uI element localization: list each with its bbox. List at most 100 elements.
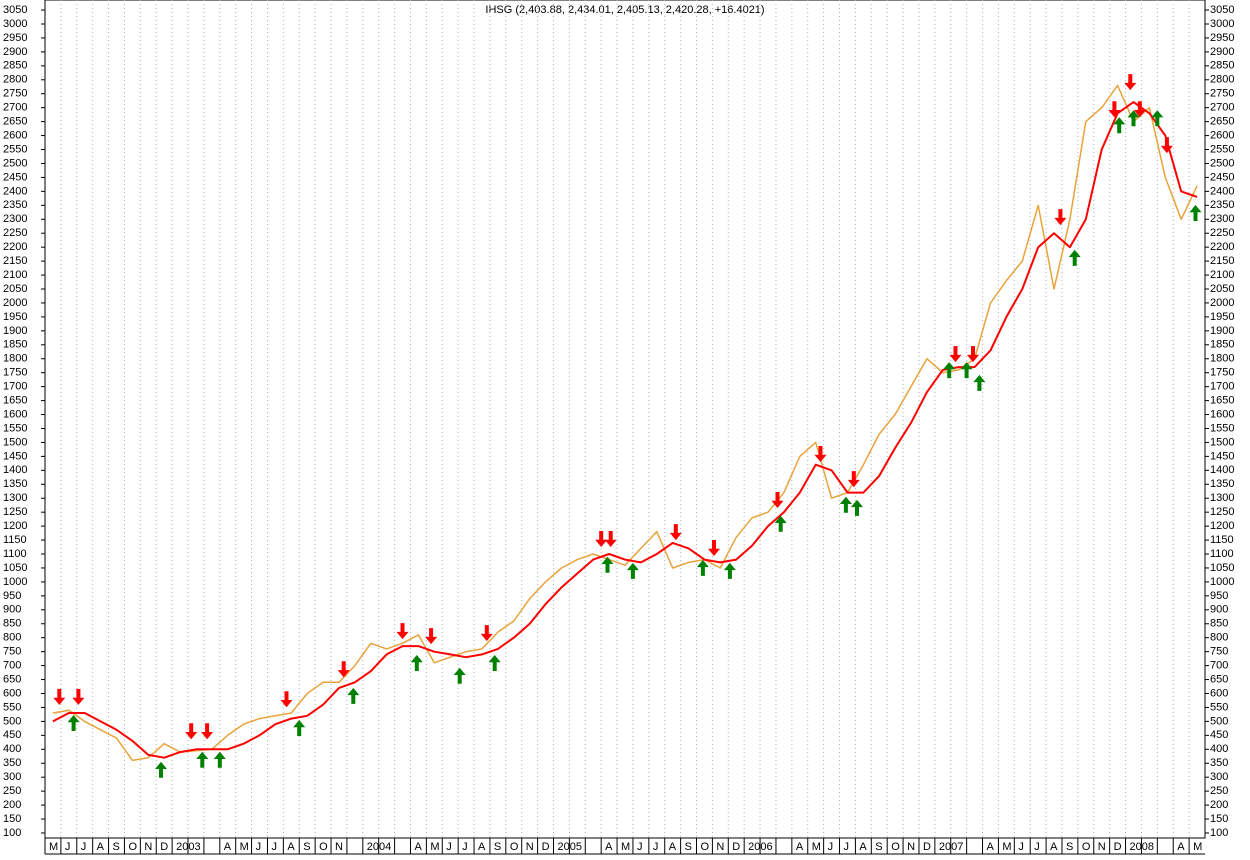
x-tick-label: A [287,841,295,853]
y-tick-label: 950 [3,590,21,602]
y-tick-label: 850 [1210,618,1228,630]
sell-signal-arrow [425,628,438,645]
y-tick-label: 600 [1210,687,1228,699]
y-tick-label: 1000 [1210,576,1234,588]
sell-signal-arrow [1160,137,1173,154]
sell-signal-arrow [949,346,962,363]
buy-signal-arrow [488,655,501,671]
x-tick-label: J [1034,841,1040,853]
y-tick-label: 1050 [1210,562,1234,574]
y-tick-label: 2600 [3,129,27,141]
sell-signal-arrow [967,346,979,363]
y-tick-label: 2150 [3,255,27,267]
y-tick-label: 2900 [1210,46,1234,58]
y-tick-label: 500 [1210,715,1228,727]
y-tick-label: 700 [3,660,21,672]
y-tick-label: 2100 [3,269,27,281]
x-tick-label: M [240,841,249,853]
x-tick-label: A [796,841,804,853]
x-tick-label: M [812,841,821,853]
buy-signal-arrow [1113,117,1126,134]
x-tick-label: A [478,841,486,853]
buy-signal-arrow [1151,110,1164,127]
x-tick-label: A [1050,841,1058,853]
y-tick-label: 150 [3,813,21,825]
y-tick-label: 1250 [3,506,27,518]
buy-signal-arrow [1127,110,1140,127]
y-tick-label: 2250 [3,227,27,239]
y-tick-label: 1800 [1210,353,1234,365]
sell-signal-arrow [201,723,214,740]
y-tick-label: 1150 [3,534,27,546]
x-tick-label: S [494,841,501,853]
y-tick-label: 1850 [1210,339,1234,351]
sell-signal-arrow [53,688,66,705]
y-tick-label: 2850 [1210,60,1234,72]
x-tick-label: J [256,841,262,853]
y-tick-label: 2550 [1210,143,1234,155]
x-tick-label: J [1018,841,1024,853]
y-tick-label: 250 [3,785,21,797]
y-tick-label: 1150 [1210,534,1234,546]
y-tick-label: 2750 [1210,88,1234,100]
y-tick-label: 2050 [1210,283,1234,295]
y-tick-label: 2350 [1210,199,1234,211]
y-tick-label: 150 [1210,813,1228,825]
y-tick-label: 900 [3,604,21,616]
buy-signal-arrow [213,751,226,768]
y-tick-label: 3000 [3,18,27,30]
sell-signal-arrow [72,688,85,705]
sell-signal-arrow [1108,101,1121,118]
y-tick-label: 900 [1210,604,1228,616]
buy-signal-arrow [960,362,973,379]
y-tick-label: 3000 [1210,18,1234,30]
y-tick-label: 950 [1210,590,1228,602]
x-tick-label: S [303,841,310,853]
y-tick-label: 2650 [1210,116,1234,128]
x-tick-label: O [319,841,328,853]
x-tick-label: M [430,841,439,853]
y-tick-label: 1900 [3,325,27,337]
y-tick-label: 2700 [3,102,27,114]
moving-average-line [52,101,1198,759]
y-tick-label: 200 [1210,799,1228,811]
y-tick-label: 750 [3,646,21,658]
y-tick-label: 2000 [1210,297,1234,309]
x-tick-label: O [891,841,900,853]
y-tick-label: 2650 [3,116,27,128]
sell-signal-arrow [1133,101,1146,118]
y-tick-label: 700 [1210,660,1228,672]
y-tick-label: 850 [3,618,21,630]
plot-frame [44,0,1206,839]
buy-signal-arrow [851,499,863,516]
y-tick-label: 1950 [3,311,27,323]
x-tick-label: J [828,841,834,853]
y-tick-label: 1100 [3,548,27,560]
x-tick-label: J [65,841,71,853]
y-tick-label: 2550 [3,143,27,155]
x-tick-label: A [97,841,105,853]
x-tick-label: M [1193,841,1202,853]
y-tick-label: 2200 [1210,241,1234,253]
buy-signal-arrow [410,655,423,671]
x-tick-label: N [335,841,343,853]
y-tick-label: 1300 [3,492,27,504]
y-tick-label: 2450 [3,171,27,183]
y-tick-label: 2500 [1210,157,1234,169]
y-tick-label: 1850 [3,339,27,351]
y-tick-label: 1600 [1210,408,1234,420]
y-tick-label: 2900 [3,46,27,58]
y-tick-label: 1250 [1210,506,1234,518]
x-tick-label: M [621,841,630,853]
sell-signal-arrow [771,492,784,508]
x-tick-label: S [1066,841,1073,853]
y-tick-label: 2800 [1210,74,1234,86]
y-tick-label: 250 [1210,785,1228,797]
x-tick-label: J [844,841,850,853]
y-tick-label: 2400 [3,185,27,197]
y-tick-label: 400 [1210,743,1228,755]
y-tick-label: 1200 [1210,520,1234,532]
x-tick-label: N [716,841,724,853]
sell-signal-arrow [669,524,682,541]
y-tick-label: 2700 [1210,102,1234,114]
